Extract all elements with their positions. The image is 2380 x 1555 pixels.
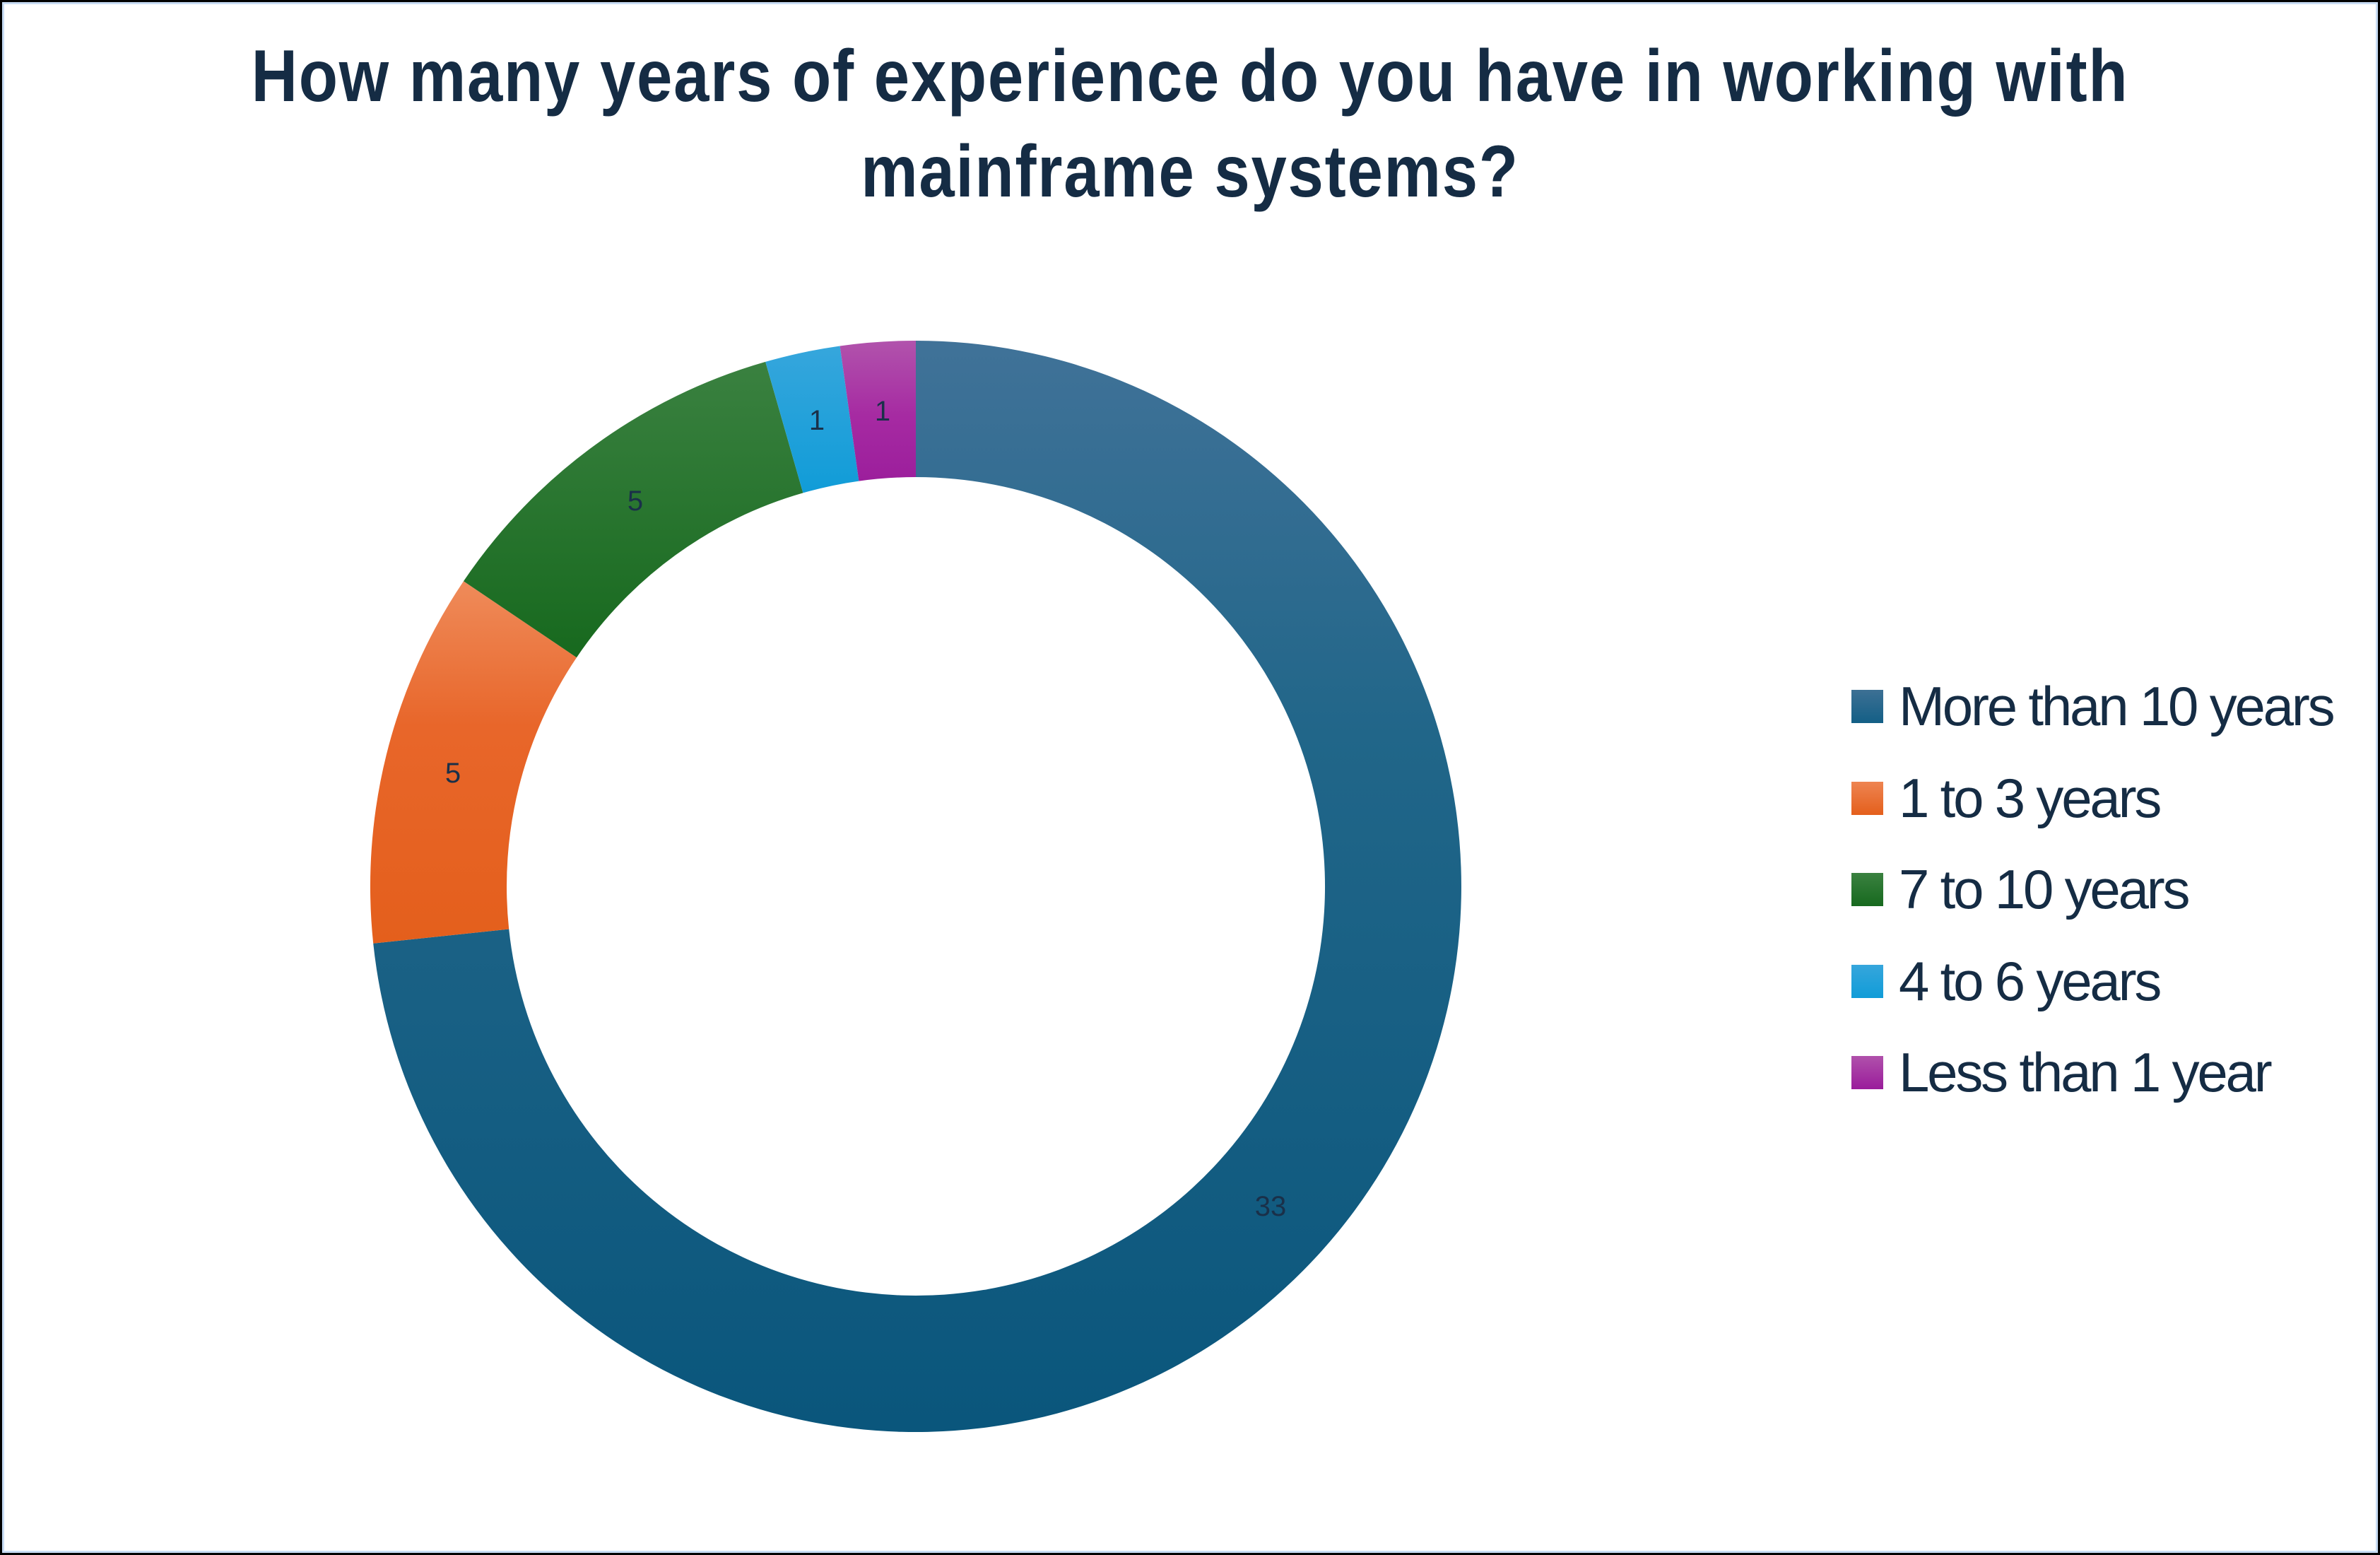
svg-text:1: 1 (875, 396, 890, 427)
svg-text:5: 5 (445, 758, 461, 789)
svg-text:5: 5 (628, 486, 643, 517)
svg-text:33: 33 (1255, 1191, 1287, 1222)
svg-text:1: 1 (809, 405, 825, 436)
